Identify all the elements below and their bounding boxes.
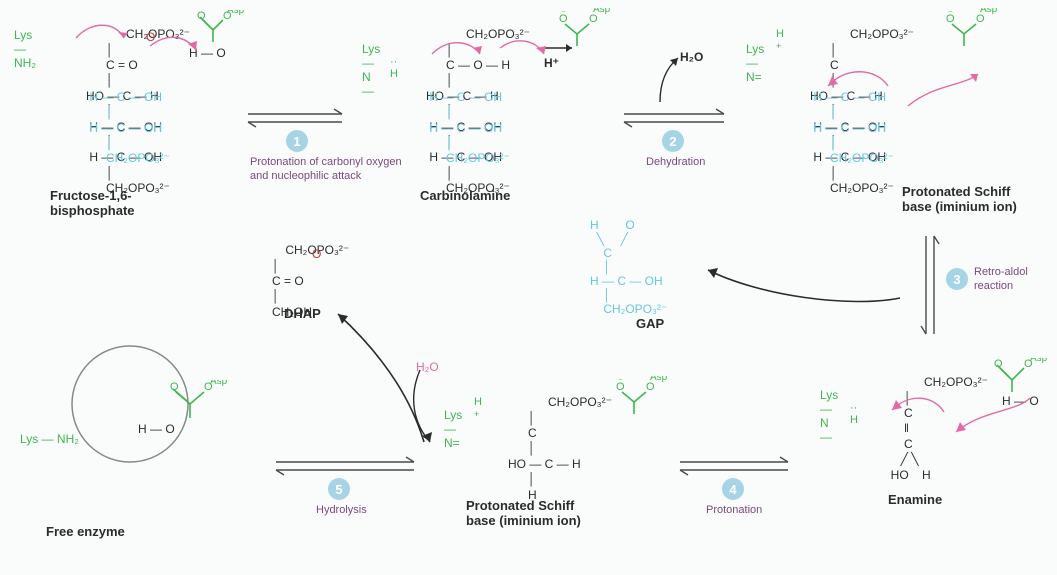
- fbp-cyan-overlay: H — C — OH │ H — C — OH │ CH₂OPO₃²⁻: [86, 90, 170, 167]
- step-4-label: Protonation: [706, 504, 762, 518]
- asp-carboxylate-icon-3: O O ⁻ Asp: [612, 376, 672, 422]
- enamine-label: Enamine: [888, 492, 942, 507]
- asp-schiff2: O O ⁻ Asp: [612, 376, 672, 425]
- lys-h-dots: ··H: [390, 56, 398, 80]
- free-enzyme-label: Free enzyme: [46, 524, 125, 539]
- lys-enamine: Lys — N —: [820, 388, 838, 444]
- eq-arrows-1: [242, 106, 348, 130]
- carb-cyan-overlay: H — C — OH │ H — C — OH │ CH₂OPO₃²⁻: [426, 90, 510, 167]
- svg-text:Asp: Asp: [593, 8, 611, 15]
- step-1-label: Protonation of carbonyl oxygen and nucle…: [250, 156, 402, 184]
- dhap-red-O: O: [312, 247, 321, 261]
- step-2-circle: 2: [662, 130, 684, 152]
- free-enzyme-group: Lys — NH₂ O O Asp H — O: [20, 340, 240, 513]
- carbinolamine-label: Carbinolamine: [420, 188, 510, 203]
- asp-carbinolamine: O O ⁻ Asp: [555, 8, 615, 57]
- schiff1-label: Protonated Schiff base (iminium ion): [902, 184, 1017, 214]
- step-3-circle: 3: [946, 268, 968, 290]
- step-2-label: Dehydration: [646, 156, 705, 170]
- asp-carboxylate-icon: O O ⁻ Asp: [555, 8, 615, 54]
- gap-structure: H O ╲ ╱ C │ H — C — OH │ CH₂OPO₃²⁻: [590, 218, 667, 316]
- lys-label: Lys — NH₂: [14, 28, 36, 70]
- schiff1-cyan-overlay: H — C — OH │ H — C — OH │ CH₂OPO₃²⁻: [810, 90, 894, 167]
- mechanism-arrows-fbp: [58, 16, 218, 86]
- eq-arrows-3: [918, 230, 942, 340]
- asp-free: O O Asp H — O: [162, 380, 236, 443]
- lys-free: Lys — NH₂: [20, 432, 79, 446]
- svg-text:Asp: Asp: [980, 8, 998, 15]
- step-1-circle: 1: [286, 130, 308, 152]
- asp-schiff1: O O ⁻ Asp: [942, 8, 1002, 57]
- lys-schiff2: Lys — N=: [444, 408, 462, 450]
- lys-h-plus: H+: [776, 28, 784, 52]
- svg-text:O: O: [994, 358, 1003, 370]
- svg-text:Asp: Asp: [650, 376, 668, 383]
- gap-group: H O ╲ ╱ C │ H — C — OH │ CH₂OPO₃²⁻: [590, 218, 667, 316]
- h2o-out: H₂O: [650, 52, 700, 111]
- step-4-circle: 4: [722, 478, 744, 500]
- eq-arrows-5: [270, 454, 420, 478]
- gap-label: GAP: [636, 316, 664, 331]
- svg-text:O: O: [170, 381, 179, 393]
- svg-text:⁻: ⁻: [618, 376, 623, 386]
- svg-text:⁻: ⁻: [948, 8, 953, 18]
- svg-text:Asp: Asp: [210, 380, 228, 387]
- mechanism-arrows-enamine: [878, 386, 1048, 456]
- svg-text:⁻: ⁻: [561, 8, 566, 18]
- asp-carboxylate-icon-2: O O ⁻ Asp: [942, 8, 1002, 54]
- mechanism-arrows-carb: [418, 30, 558, 80]
- fbp-red-O: O: [146, 30, 155, 44]
- schiff2-label: Protonated Schiff base (iminium ion): [466, 498, 581, 528]
- lys-schiff1: Lys — N=: [746, 42, 764, 84]
- gap-release-arrow: [700, 256, 910, 316]
- lys-residue-fbp: Lys — NH₂: [14, 28, 36, 70]
- eq-arrows-4: [674, 454, 794, 478]
- step-5-circle: 5: [328, 478, 350, 500]
- svg-text:Asp: Asp: [1030, 358, 1048, 364]
- fbp-label: Fructose-1,6- bisphosphate: [50, 188, 135, 218]
- dhap-label: DHAP: [284, 306, 321, 321]
- h2o-in: H₂O: [416, 360, 439, 374]
- step-5-label: Hydrolysis: [316, 504, 367, 518]
- step-3-label: Retro-aldol reaction: [974, 266, 1028, 294]
- lys-carbinolamine: Lys — N —: [362, 42, 380, 98]
- svg-text:Asp: Asp: [227, 10, 245, 16]
